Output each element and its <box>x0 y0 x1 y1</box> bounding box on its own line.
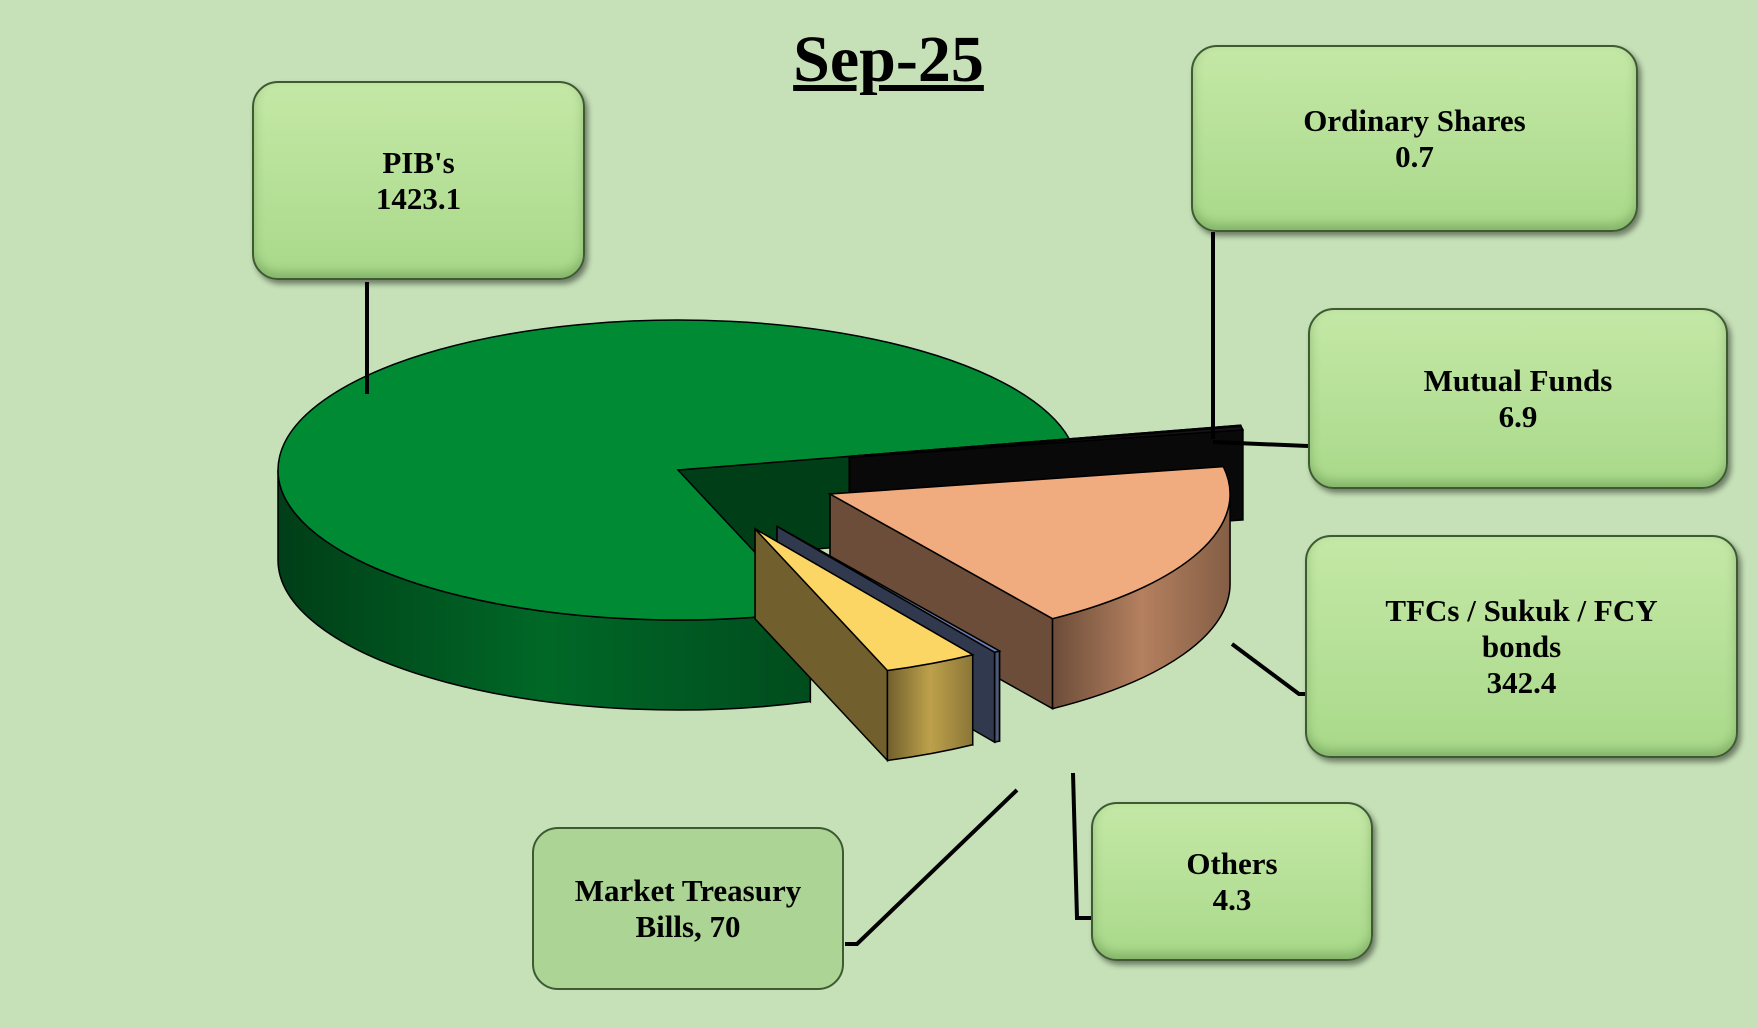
category-row: Others <box>1186 846 1277 882</box>
category-label: Others <box>1186 845 1278 881</box>
data-label-text: Market Treasury Bills, 70 <box>574 873 802 945</box>
value-label: 1423.1 <box>375 180 462 216</box>
slice-side <box>993 650 1001 744</box>
pie-slice <box>754 528 975 672</box>
data-label-box: Ordinary Shares 0.7 <box>1191 45 1638 232</box>
category-label: Mutual Funds <box>1423 362 1613 398</box>
leader-line <box>845 788 1019 946</box>
pie-slice <box>827 465 1231 620</box>
category-row: PIB's <box>382 145 454 181</box>
category-row: TFCs / Sukuk / FCY bonds <box>1347 593 1696 665</box>
data-label-box: TFCs / Sukuk / FCY bonds 342.4 <box>1305 535 1738 758</box>
pie-slice <box>277 319 1071 621</box>
value-row: 4.3 <box>1213 882 1252 918</box>
value-row: 1423.1 <box>376 181 461 217</box>
value-label: 4.3 <box>1212 881 1252 917</box>
leader-line <box>1230 642 1305 696</box>
slice-side <box>886 653 974 762</box>
value-label: 0.7 <box>1395 138 1434 174</box>
value-row: 0.7 <box>1395 139 1434 175</box>
pie-slice <box>849 424 1242 458</box>
category-row: Mutual Funds <box>1424 363 1613 399</box>
pie-slice <box>776 525 1002 654</box>
category-label: Ordinary Shares <box>1303 102 1526 138</box>
leader-line <box>1212 440 1309 448</box>
value-row: 6.9 <box>1499 399 1538 435</box>
leader-line <box>1071 772 1091 920</box>
data-label-box: Market Treasury Bills, 70 <box>532 827 844 990</box>
category-label: PIB's <box>382 144 455 180</box>
category-row: Ordinary Shares <box>1303 103 1525 139</box>
value-label: 6.9 <box>1498 398 1538 434</box>
data-label-box: Others 4.3 <box>1091 802 1373 961</box>
category-label: Market Treasury Bills <box>574 872 802 944</box>
data-label-box: PIB's 1423.1 <box>252 81 585 280</box>
chart-title: Sep-25 <box>793 23 984 96</box>
data-label-box: Mutual Funds 6.9 <box>1308 308 1728 489</box>
value-label: 342.4 <box>1486 664 1557 700</box>
value-label: , 70 <box>694 908 741 944</box>
value-row: 342.4 <box>1487 665 1557 701</box>
pie-slice <box>849 425 1245 459</box>
category-label: TFCs / Sukuk / FCY bonds <box>1385 592 1658 664</box>
